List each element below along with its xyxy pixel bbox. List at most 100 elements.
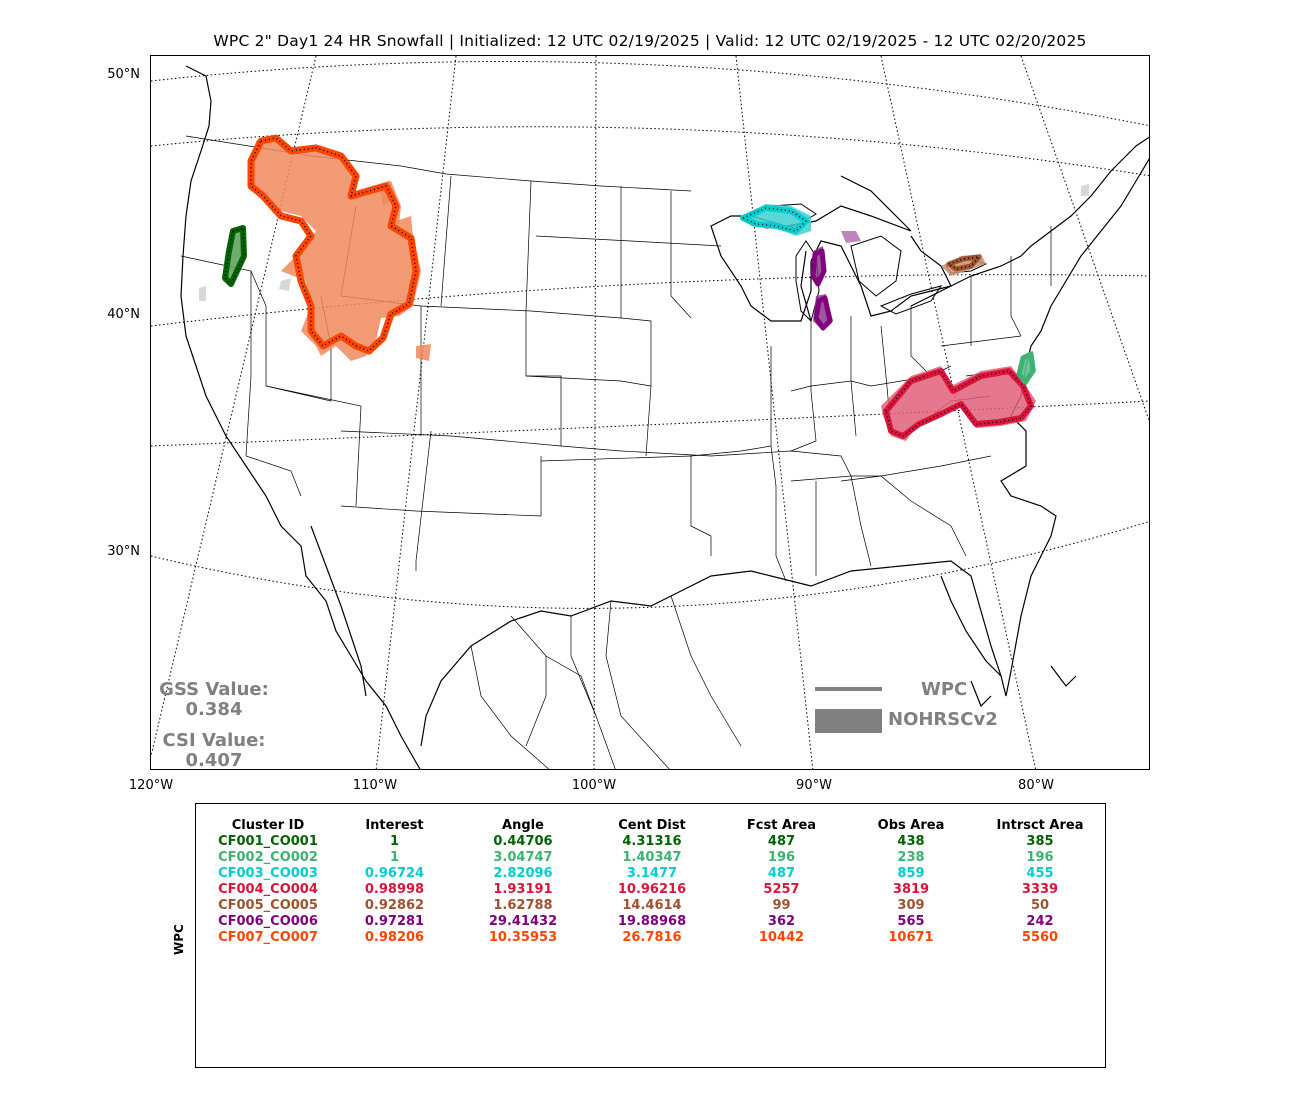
table-cell: 26.7816 (622, 930, 682, 945)
table-cell: 0.97281 (364, 914, 425, 929)
lake-erie (879, 285, 943, 315)
table-cell: 10.96216 (617, 882, 687, 897)
table-cell: 438 (897, 834, 925, 849)
fcst-contour-cf003 (740, 205, 809, 234)
table-cell: 1.62788 (493, 898, 553, 913)
table-cell: 99 (772, 898, 791, 913)
observed-areas (199, 136, 1089, 441)
table-cell: 4.31316 (622, 834, 682, 849)
col-header: Intrsct Area (996, 817, 1084, 833)
lon-line-100 (593, 56, 597, 769)
table-cell: 19.88968 (617, 914, 687, 929)
table-cell: 5257 (763, 882, 800, 897)
lon-label-110w: 110°W (352, 778, 398, 793)
fcst-contour-cf002 (1016, 351, 1036, 385)
col-header: Cent Dist (618, 817, 686, 833)
lon-label-120w: 120°W (128, 778, 174, 793)
table-cell: 455 (1026, 866, 1054, 881)
table-cell: CF005_CO005 (218, 898, 318, 913)
table-cell: 196 (1026, 850, 1054, 865)
table-cell: 29.41432 (488, 914, 558, 929)
forecast-contours (222, 134, 1036, 439)
table-cell: 0.92862 (364, 898, 425, 913)
cluster-stats-panel: Cluster ID Interest Angle Cent Dist Fcst… (195, 803, 1106, 1068)
legend-wpc-label: WPC (921, 679, 968, 700)
gss-value: 0.384 (185, 699, 243, 720)
lat-line-40 (151, 274, 1149, 327)
table-cell: 1 (389, 850, 400, 865)
lon-label-100w: 100°W (571, 778, 617, 793)
table-cell: CF002_CO002 (218, 850, 318, 865)
table-cell: 10671 (888, 930, 934, 945)
lon-label-90w: 90°W (796, 778, 832, 793)
table-cell: 50 (1030, 898, 1050, 913)
table-row: CF002_CO002 1 3.04747 1.40347 196 238 196 (206, 850, 1104, 866)
coastlines (180, 65, 1149, 769)
table-cell: CF004_CO004 (218, 882, 318, 897)
lat-line-30 (151, 521, 1149, 609)
cluster-stats-table: Cluster ID Interest Angle Cent Dist Fcst… (206, 816, 1104, 946)
table-cell: 565 (897, 914, 925, 929)
col-header: Angle (502, 817, 544, 833)
lat-line-50 (151, 61, 1149, 127)
table-header-row: Cluster ID Interest Angle Cent Dist Fcst… (206, 816, 1104, 834)
table-cell: CF007_CO007 (218, 930, 318, 945)
fcst-contour-cf006 (810, 248, 827, 287)
map-canvas (151, 56, 1149, 769)
table-cell: 196 (767, 850, 796, 865)
table-cell: CF006_CO006 (218, 914, 318, 929)
map-title: WPC 2" Day1 24 HR Snowfall | Initialized… (213, 32, 1087, 50)
csi-value: 0.407 (185, 750, 243, 771)
lon-line-110 (375, 56, 457, 769)
lat-label-30n: 30°N (107, 544, 140, 559)
lon-label-80w: 80°W (1018, 778, 1054, 793)
lat-label-50n: 50°N (107, 67, 140, 82)
table-row: CF007_CO007 0.98206 10.35953 26.7816 10442 10… (206, 930, 1104, 946)
table-cell: 3339 (1021, 882, 1059, 897)
fcst-contour-cf007 (247, 134, 420, 355)
table-row: CF003_CO003 0.96724 2.82096 3.1477 487 859 455 (206, 866, 1104, 882)
lon-line-90 (735, 56, 814, 769)
gss-label: GSS Value: (159, 679, 269, 700)
table-cell: 242 (1026, 914, 1054, 929)
table-cell: 0.44706 (493, 834, 553, 849)
table-cell: 309 (897, 898, 925, 913)
snowfall-map (150, 55, 1150, 770)
table-cell: 0.96724 (364, 866, 425, 881)
table-cell: CF003_CO003 (218, 866, 318, 881)
table-cell: 1.93191 (493, 882, 553, 897)
table-cell: 0.98206 (364, 930, 425, 945)
table-cell: 3819 (892, 882, 930, 897)
lake-huron (850, 235, 902, 297)
table-cell: 10.35953 (488, 930, 558, 945)
table-cell: 859 (897, 866, 925, 881)
table-cell: 1 (389, 834, 400, 849)
legend-wpc-line (815, 687, 882, 691)
table-row: CF006_CO006 0.97281 29.41432 19.88968 362 565… (206, 914, 1104, 930)
table-cell: 3.1477 (626, 866, 678, 881)
table-cell: 5560 (1021, 930, 1059, 945)
col-header: Cluster ID (231, 817, 305, 833)
table-cell: 0.98998 (364, 882, 425, 897)
graticule (151, 56, 1149, 769)
legend-nohrsc-label: NOHRSCv2 (888, 709, 998, 730)
table-side-label: WPC (172, 924, 186, 955)
col-header: Obs Area (877, 817, 945, 833)
table-cell: 362 (767, 914, 796, 929)
table-cell: 14.4614 (622, 898, 682, 913)
table-cell: 238 (897, 850, 925, 865)
table-row: CF004_CO004 0.98998 1.93191 10.96216 5257 381… (206, 882, 1104, 898)
csi-label: CSI Value: (162, 730, 266, 751)
table-cell: 2.82096 (493, 866, 553, 881)
col-header: Fcst Area (746, 817, 817, 833)
col-header: Interest (365, 817, 424, 833)
table-cell: 487 (767, 866, 796, 881)
table-row: CF001_CO001 1 0.44706 4.31316 487 438 385 (206, 834, 1104, 850)
table-cell: 10442 (758, 930, 805, 945)
fcst-contour-cf004 (883, 368, 1034, 439)
table-cell: 385 (1026, 834, 1054, 849)
obs-cluster-cf007 (249, 136, 421, 361)
lat-label-40n: 40°N (107, 307, 140, 322)
table-cell: 487 (767, 834, 796, 849)
table-cell: 3.04747 (493, 850, 553, 865)
